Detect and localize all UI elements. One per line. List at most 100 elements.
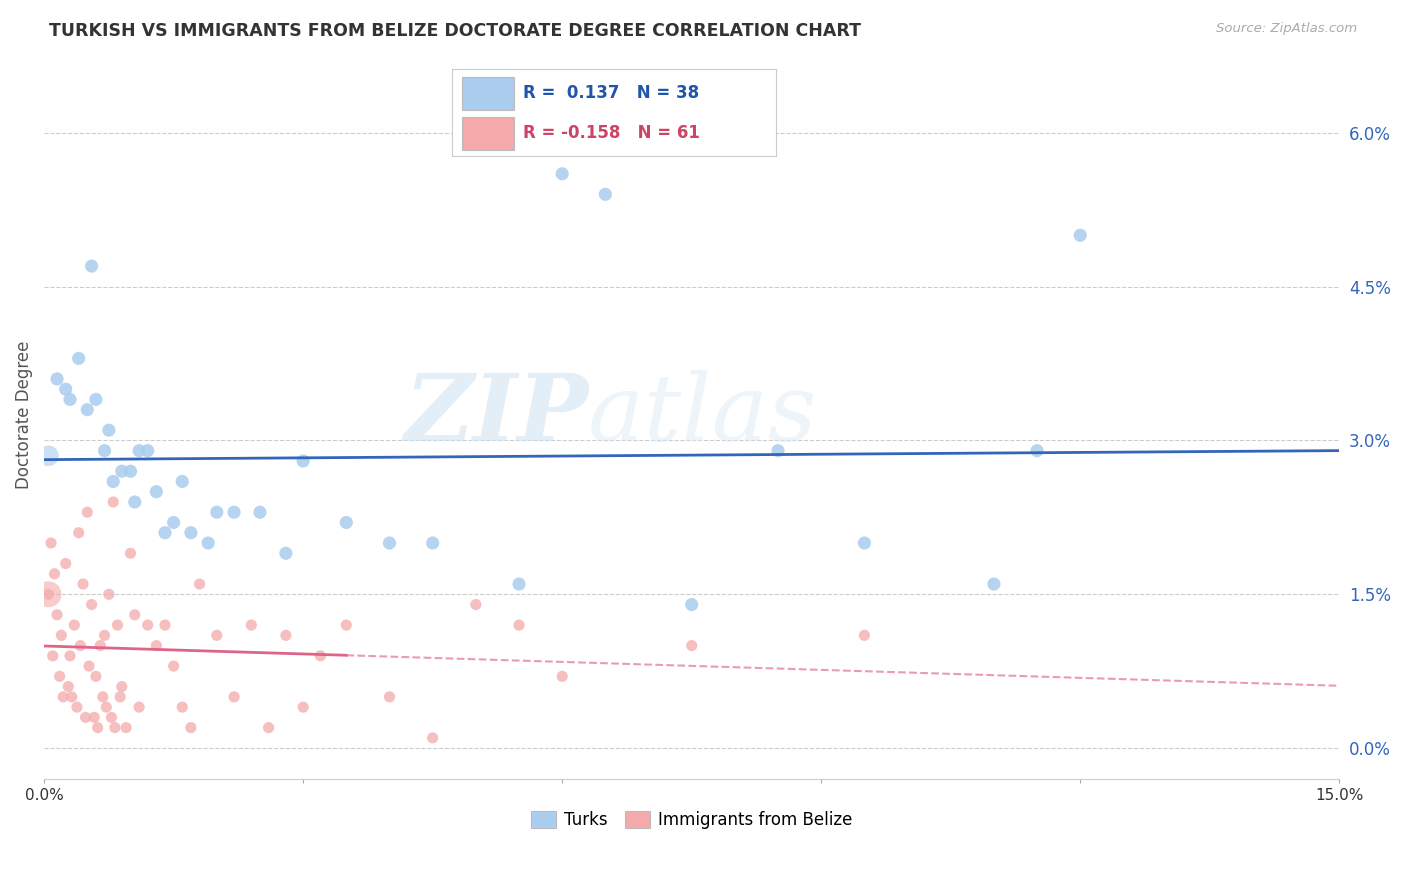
Y-axis label: Doctorate Degree: Doctorate Degree [15,341,32,489]
Point [292,454,315,468]
Point [153,618,176,632]
Point [274,546,297,560]
Text: atlas: atlas [588,370,817,459]
Point [86,721,108,735]
Point [96,700,118,714]
Point [42,648,65,663]
Point [681,639,703,653]
Point [37,587,59,601]
Text: ZIP: ZIP [404,370,588,459]
Point [172,475,194,489]
Point [93,443,115,458]
Point [91,690,114,704]
Point [1069,228,1091,243]
Point [59,392,82,407]
Point [37,587,59,601]
Point [205,505,228,519]
Point [162,516,184,530]
Point [77,659,100,673]
Point [335,618,357,632]
Point [222,505,245,519]
Point [67,351,90,366]
Point [136,443,159,458]
Point [37,449,59,463]
Point [188,577,211,591]
Point [107,618,129,632]
Point [205,628,228,642]
Point [93,628,115,642]
Point [108,690,131,704]
Point [55,557,77,571]
Point [39,536,62,550]
Point [111,464,134,478]
Point [136,618,159,632]
Point [55,382,77,396]
Point [60,690,83,704]
Point [120,546,142,560]
Point [508,577,530,591]
Point [172,700,194,714]
Point [76,402,98,417]
Point [103,475,125,489]
Point [257,721,280,735]
Text: TURKISH VS IMMIGRANTS FROM BELIZE DOCTORATE DEGREE CORRELATION CHART: TURKISH VS IMMIGRANTS FROM BELIZE DOCTOR… [49,22,862,40]
Point [153,525,176,540]
Point [378,536,401,550]
Point [72,577,94,591]
Point [249,505,271,519]
Point [197,536,219,550]
Point [51,628,73,642]
Point [335,516,357,530]
Point [1026,443,1049,458]
Point [180,525,202,540]
Point [100,710,122,724]
Point [222,690,245,704]
Point [97,587,120,601]
Point [422,536,444,550]
Point [52,690,75,704]
Point [681,598,703,612]
Point [128,443,150,458]
Point [240,618,263,632]
Point [124,607,146,622]
Point [464,598,486,612]
Point [853,536,876,550]
Point [422,731,444,745]
Point [84,669,107,683]
Point [76,505,98,519]
Point [128,700,150,714]
Point [48,669,70,683]
Point [124,495,146,509]
Point [766,443,789,458]
Point [59,648,82,663]
Point [292,700,315,714]
Point [378,690,401,704]
Point [309,648,332,663]
Point [103,495,125,509]
Point [180,721,202,735]
Point [551,167,574,181]
Text: Source: ZipAtlas.com: Source: ZipAtlas.com [1216,22,1357,36]
Point [69,639,91,653]
Point [145,639,167,653]
Point [115,721,138,735]
Point [551,669,574,683]
Point [67,525,90,540]
Legend: Turks, Immigrants from Belize: Turks, Immigrants from Belize [524,805,859,836]
Point [120,464,142,478]
Point [274,628,297,642]
Point [58,680,80,694]
Point [66,700,89,714]
Point [145,484,167,499]
Point [83,710,105,724]
Point [46,607,69,622]
Point [84,392,107,407]
Point [162,659,184,673]
Point [75,710,97,724]
Point [89,639,111,653]
Point [853,628,876,642]
Point [46,372,69,386]
Point [983,577,1005,591]
Point [508,618,530,632]
Point [104,721,127,735]
